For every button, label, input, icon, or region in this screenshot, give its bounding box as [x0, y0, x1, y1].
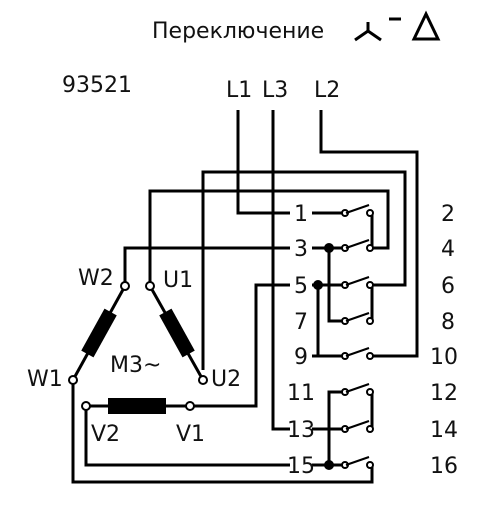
contact-label-11: 11: [287, 381, 315, 406]
winding-label-u1: U1: [163, 268, 193, 293]
coil-u: [159, 308, 195, 358]
coil-w: [81, 308, 117, 358]
wire-w2-3: [123, 246, 290, 286]
contact-label-14: 14: [430, 418, 458, 443]
coil-v: [108, 398, 166, 414]
line-label-l3: L3: [262, 78, 288, 103]
contact-label-1: 1: [294, 202, 308, 227]
contact-label-12: 12: [430, 381, 458, 406]
winding-label-w2: W2: [78, 266, 114, 291]
terminal-u1: [145, 281, 155, 291]
contact-label-13: 13: [287, 418, 315, 443]
contact-label-3: 3: [294, 237, 308, 262]
wire-v1-5: [190, 283, 290, 408]
terminal-v1: [185, 401, 195, 411]
switch-jumpers: [316, 213, 374, 465]
terminal-w1: [68, 375, 78, 385]
line-label-l2: L2: [314, 78, 340, 103]
winding-label-v2: V2: [91, 422, 120, 447]
winding-label-u2: U2: [211, 367, 241, 392]
contact-label-15: 15: [287, 454, 315, 479]
wire-l2: [319, 110, 419, 358]
terminal-v2: [81, 401, 91, 411]
contact-label-6: 6: [441, 274, 455, 299]
delta-symbol-icon: [411, 10, 441, 41]
wire-w1-16: [71, 380, 374, 484]
motor-label: M3~: [110, 353, 161, 378]
wire-u1-4: [148, 189, 390, 286]
diagram-title: Переключение: [152, 19, 324, 44]
contact-label-7: 7: [294, 310, 308, 335]
part-number: 93521: [62, 73, 132, 98]
contact-label-2: 2: [441, 202, 455, 227]
terminal-w2: [120, 281, 130, 291]
wire-v2-15: [84, 406, 290, 467]
wire-l3: [271, 110, 290, 431]
contact-label-9: 9: [294, 345, 308, 370]
contact-label-4: 4: [441, 237, 455, 262]
contact-label-8: 8: [441, 310, 455, 335]
contact-label-5: 5: [294, 274, 308, 299]
line-label-l1: L1: [226, 78, 252, 103]
junction-dots: [313, 243, 334, 470]
star-symbol-icon: [354, 22, 382, 42]
winding-label-v1: V1: [176, 422, 205, 447]
terminal-u2: [198, 375, 208, 385]
switch-contacts: [341, 204, 374, 469]
contact-label-16: 16: [430, 454, 458, 479]
contact-label-10: 10: [430, 345, 458, 370]
wire-l1: [236, 110, 290, 215]
wire-u2-6: [201, 170, 407, 370]
winding-label-w1: W1: [27, 367, 63, 392]
